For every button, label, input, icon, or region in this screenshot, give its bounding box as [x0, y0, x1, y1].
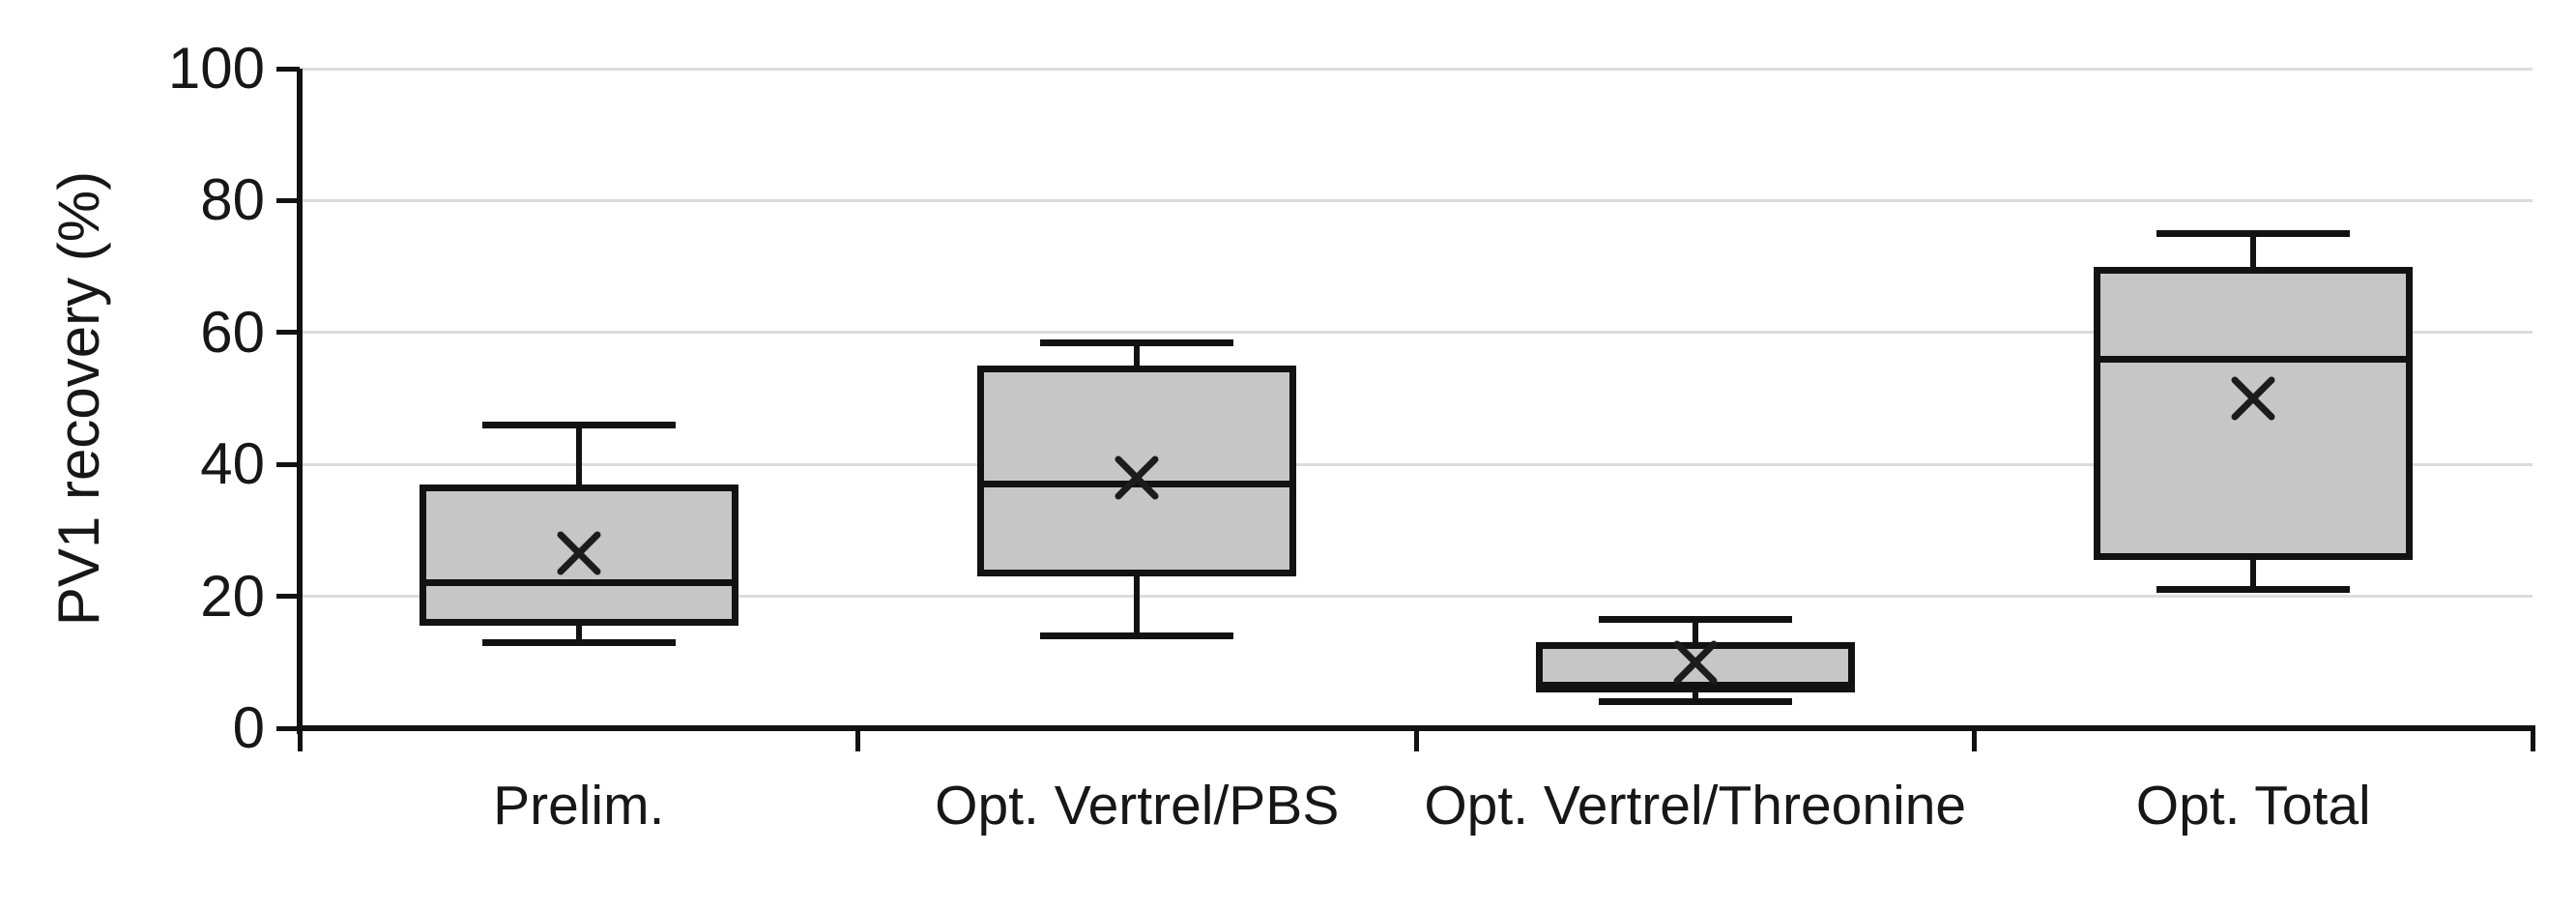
whisker-upper-cap-opt-vertrel-pbs: [1040, 338, 1234, 346]
box-opt-vertrel-pbs: [977, 365, 1297, 577]
whisker-upper-stem-opt-vertrel-pbs: [1134, 342, 1141, 366]
whisker-lower-cap-opt-vertrel-threonine: [1598, 698, 1792, 706]
gridline-40: [300, 462, 2533, 466]
whisker-upper-stem-opt-vertrel-threonine: [1692, 619, 1698, 643]
whisker-lower-stem-opt-total: [2250, 560, 2257, 590]
y-axis-line: [297, 69, 303, 734]
category-label-prelim: Prelim.: [493, 775, 665, 837]
mean-marker-prelim: [557, 531, 601, 575]
whisker-lower-cap-opt-total: [2156, 586, 2351, 594]
x-tick-mark-2: [1413, 728, 1419, 751]
gridline-100: [300, 67, 2533, 71]
y-tick-mark-100: [276, 66, 300, 72]
whisker-upper-stem-prelim: [575, 425, 582, 485]
y-tick-mark-80: [276, 197, 300, 203]
x-axis-line: [297, 725, 2535, 731]
whisker-lower-stem-opt-vertrel-threonine: [1692, 689, 1698, 702]
mean-marker-opt-vertrel-threonine: [1673, 640, 1718, 685]
category-label-opt-vertrel-pbs: Opt. Vertrel/PBS: [935, 775, 1340, 837]
whisker-lower-stem-prelim: [575, 626, 582, 643]
whisker-upper-stem-opt-total: [2250, 233, 2257, 267]
whisker-upper-cap-prelim: [481, 421, 676, 428]
gridline-20: [300, 595, 2533, 599]
y-tick-label-60: 60: [200, 299, 265, 365]
whisker-lower-cap-opt-vertrel-pbs: [1040, 632, 1234, 640]
median-prelim: [419, 579, 738, 587]
y-tick-label-40: 40: [200, 431, 265, 497]
y-tick-label-80: 80: [200, 167, 265, 233]
y-tick-label-100: 100: [167, 36, 265, 101]
whisker-upper-cap-opt-vertrel-threonine: [1598, 615, 1792, 623]
mean-marker-opt-vertrel-pbs: [1114, 456, 1159, 500]
x-tick-mark-3: [1972, 728, 1977, 751]
median-opt-total: [2094, 355, 2414, 363]
y-axis-title: PV1 recovery (%): [46, 170, 111, 627]
gridline-60: [300, 331, 2533, 335]
whisker-upper-cap-opt-total: [2156, 230, 2351, 237]
x-tick-mark-1: [855, 728, 860, 751]
whisker-lower-stem-opt-vertrel-pbs: [1134, 576, 1141, 636]
median-opt-vertrel-pbs: [977, 481, 1297, 488]
y-tick-mark-0: [276, 725, 300, 731]
box-opt-total: [2094, 266, 2414, 561]
y-tick-label-20: 20: [200, 563, 265, 629]
mean-marker-opt-total: [2231, 376, 2275, 421]
category-label-opt-total: Opt. Total: [2135, 775, 2371, 837]
x-tick-mark-4: [2530, 728, 2535, 751]
median-opt-vertrel-threonine: [1535, 685, 1855, 692]
y-tick-mark-40: [276, 461, 300, 467]
category-label-opt-vertrel-threonine: Opt. Vertrel/Threonine: [1424, 775, 1967, 837]
y-tick-mark-20: [276, 594, 300, 600]
x-tick-mark-0: [297, 728, 303, 751]
y-tick-mark-60: [276, 330, 300, 336]
whisker-lower-cap-prelim: [481, 638, 676, 646]
gridline-80: [300, 198, 2533, 202]
y-tick-label-0: 0: [232, 695, 265, 760]
